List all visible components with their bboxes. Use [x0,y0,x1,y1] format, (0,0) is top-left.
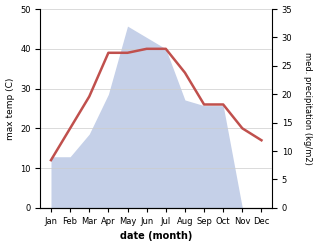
Y-axis label: max temp (C): max temp (C) [5,77,15,140]
X-axis label: date (month): date (month) [120,231,192,242]
Y-axis label: med. precipitation (kg/m2): med. precipitation (kg/m2) [303,52,313,165]
